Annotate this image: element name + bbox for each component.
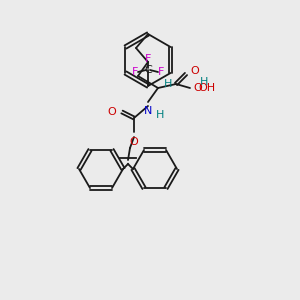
Text: F: F — [145, 54, 151, 64]
Text: OH: OH — [198, 83, 215, 93]
Text: H: H — [156, 110, 164, 120]
Text: F: F — [132, 67, 138, 77]
Text: N: N — [144, 106, 152, 116]
Text: F: F — [158, 67, 164, 77]
Text: H: H — [200, 77, 208, 87]
Text: C: C — [144, 65, 152, 75]
Text: O: O — [193, 83, 202, 93]
Text: O: O — [107, 107, 116, 117]
Text: O: O — [190, 66, 199, 76]
Text: H: H — [164, 79, 172, 89]
Text: O: O — [130, 137, 138, 147]
